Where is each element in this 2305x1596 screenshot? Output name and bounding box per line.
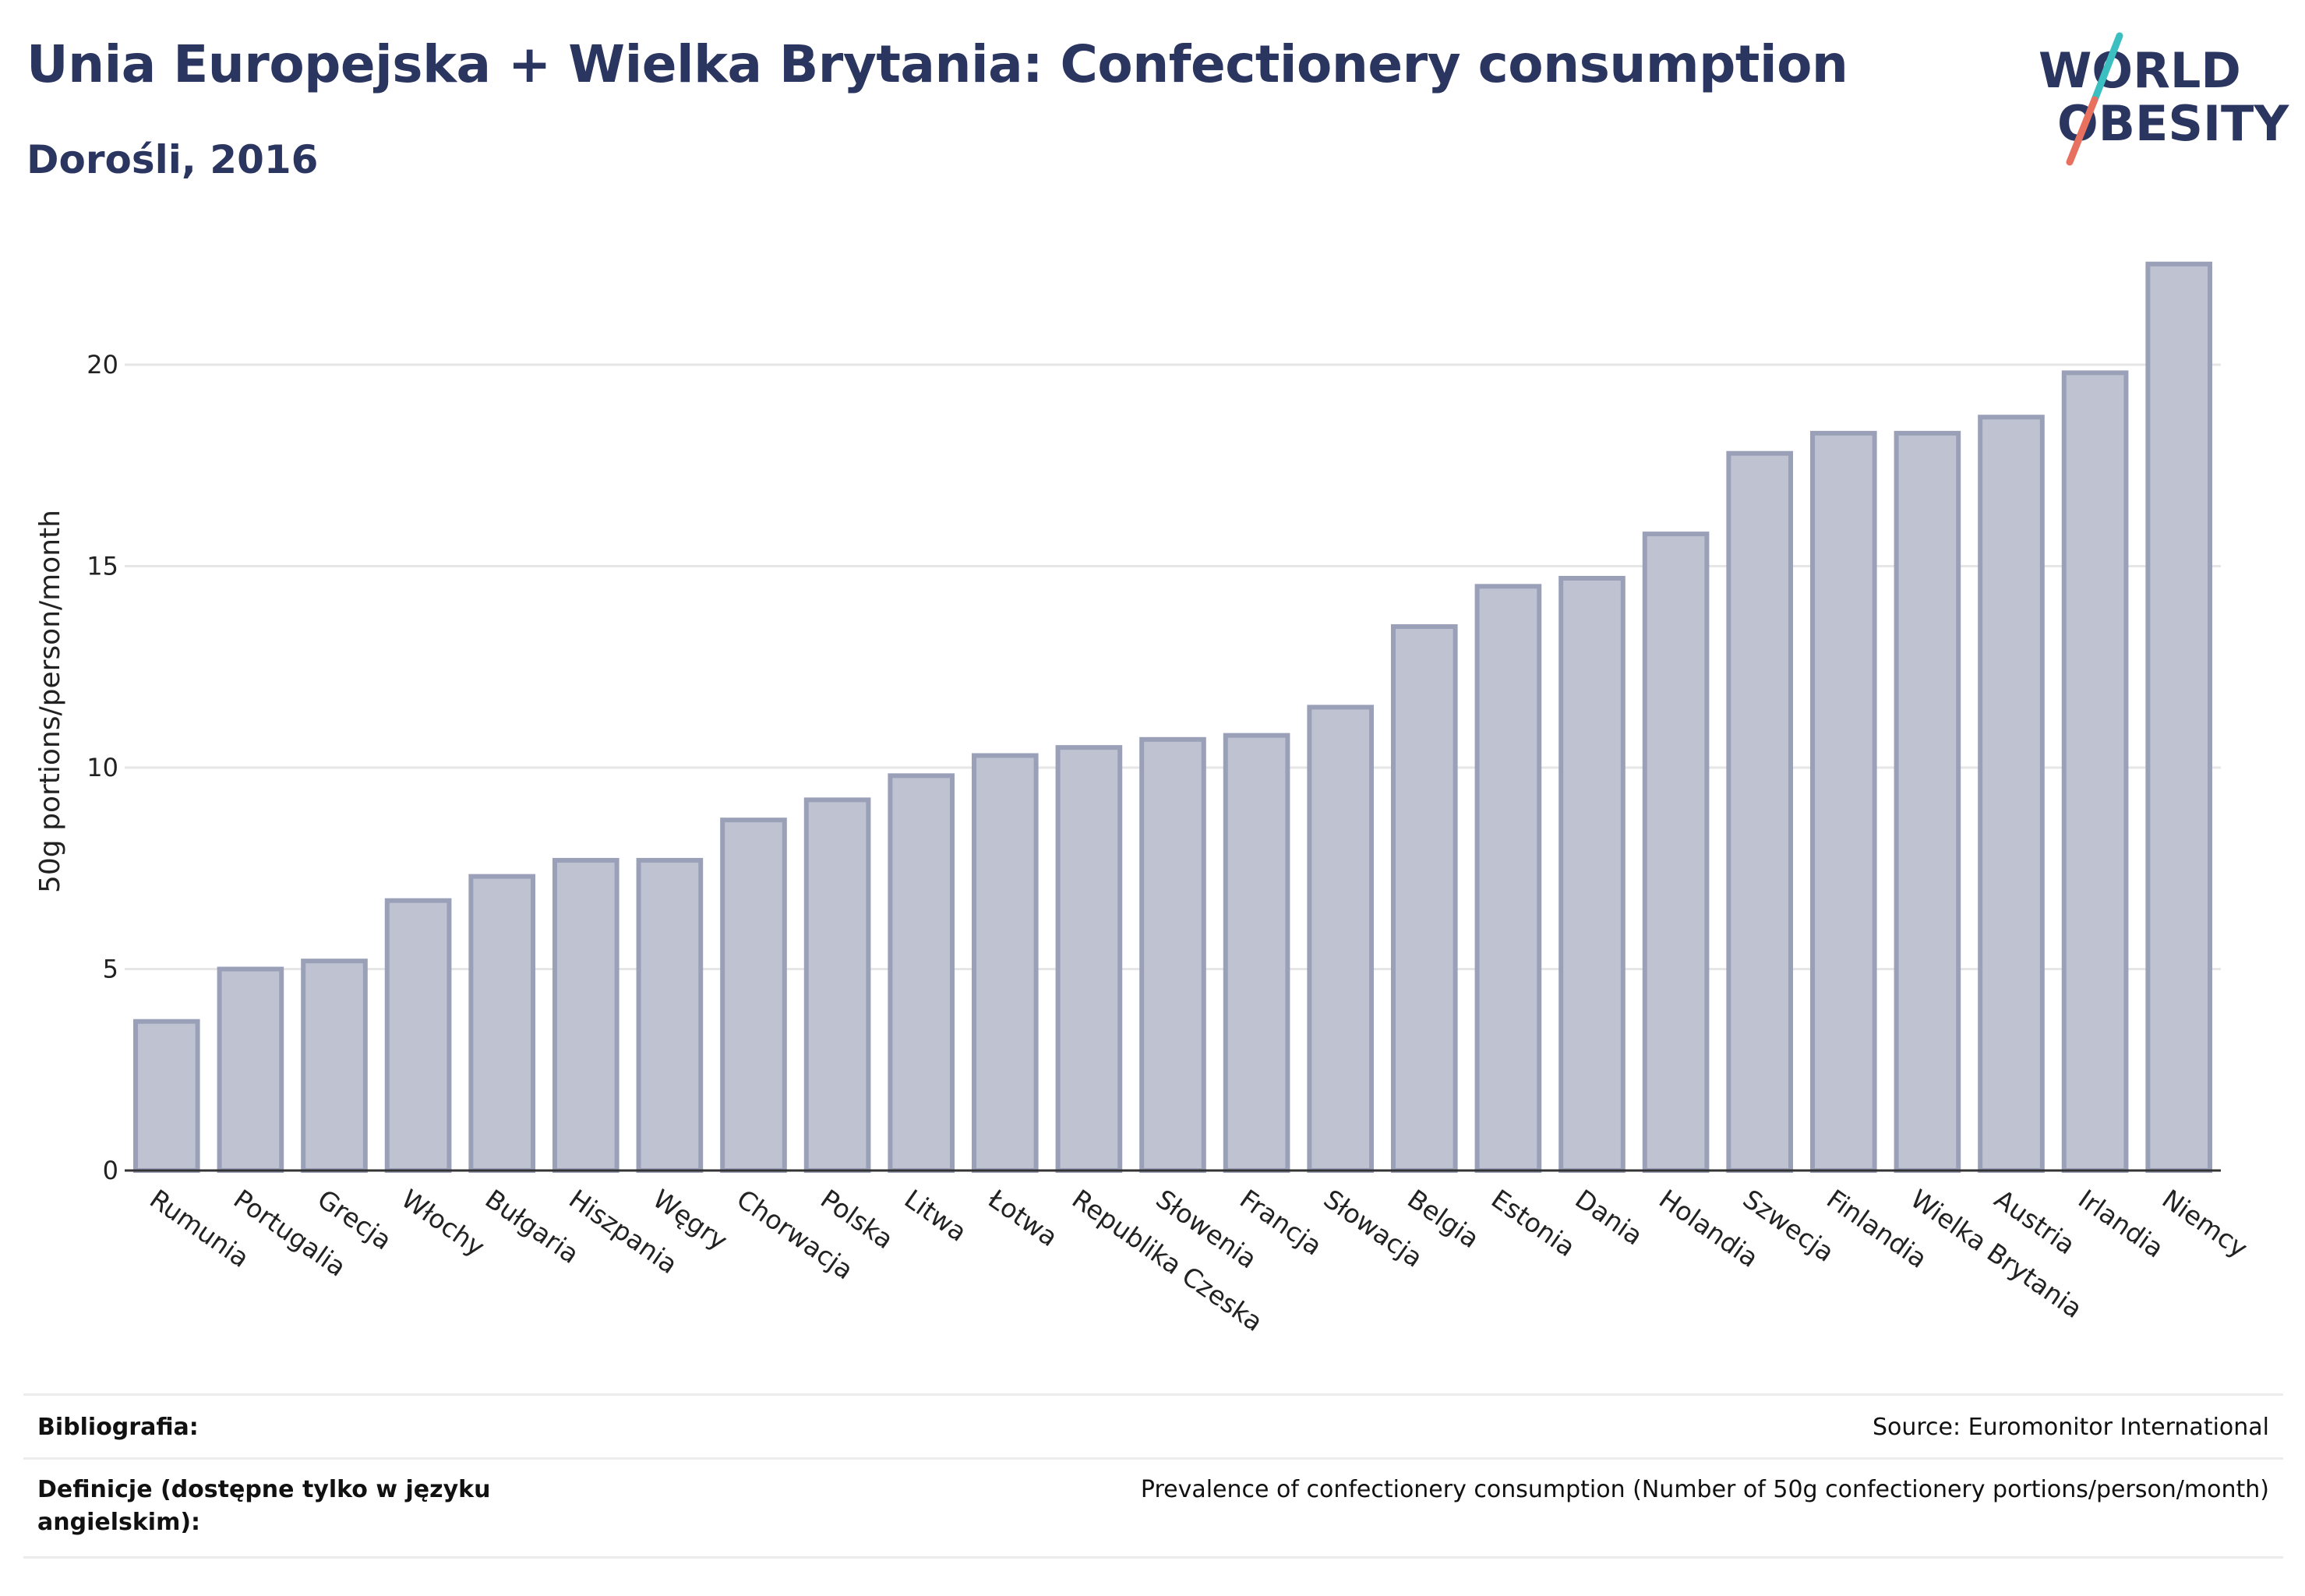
bar-Finlandia: [1809, 430, 1877, 1173]
chart-title: Unia Europejska + Wielka Brytania: Confe…: [26, 34, 1848, 94]
bar-Rumunia: [132, 1019, 200, 1173]
bar-Szwecja: [1726, 450, 1794, 1173]
logo-teal-stroke: [2091, 32, 2123, 104]
bar-Portugalia: [217, 966, 284, 1173]
bar-Holandia: [1642, 531, 1710, 1173]
y-tick-label-5: 5: [103, 955, 118, 984]
bar-chart: 0 5 10 15 20 RumuniaPortugaliaGrecjaWłochyBu…: [34, 261, 2254, 1337]
logo-line1: WORLD: [2038, 42, 2241, 99]
bar-Słowenia: [1139, 736, 1206, 1173]
y-tick-label-15: 15: [86, 552, 118, 581]
x-tick-labels: RumuniaPortugaliaGrecjaWłochyBułgariaHis…: [144, 1183, 2253, 1337]
x-tick-label-Dania: Dania: [1569, 1184, 1648, 1252]
bar-Belgia: [1390, 624, 1458, 1173]
bar-Węgry: [636, 857, 704, 1174]
bar-Wielka Brytania: [1894, 430, 1961, 1173]
y-tick-label-0: 0: [103, 1156, 118, 1185]
bar-Estonia: [1474, 584, 1542, 1173]
x-tick-label-Niemcy: Niemcy: [2157, 1184, 2254, 1264]
footer-definitions-row: Definicje (dostępne tylko w języku angie…: [23, 1457, 2283, 1559]
bar-Niemcy: [2145, 261, 2213, 1173]
bar-Dania: [1558, 576, 1626, 1173]
x-tick-label-Łotwa: Łotwa: [982, 1183, 1063, 1252]
logo-coral-stroke: [2066, 96, 2099, 166]
y-tick-label-20: 20: [86, 350, 118, 380]
definitions-label: Definicje (dostępne tylko w języku angie…: [37, 1476, 491, 1536]
x-tick-label-Litwa: Litwa: [899, 1184, 972, 1248]
bar-Irlandia: [2061, 370, 2129, 1173]
bar-Łotwa: [971, 753, 1039, 1173]
bar-Francja: [1223, 733, 1290, 1173]
y-axis-label: 50g portions/person/month: [34, 510, 66, 893]
chart-subtitle: Dorośli, 2016: [26, 137, 319, 182]
x-tick-label-Włochy: Włochy: [396, 1184, 490, 1262]
bar-Republika Czeska: [1055, 745, 1123, 1173]
bar-Włochy: [384, 898, 452, 1173]
footer-bibliography-row: Bibliografia: Source: Euromonitor Intern…: [23, 1393, 2283, 1460]
bibliography-label: Bibliografia:: [37, 1414, 199, 1441]
bar-Słowacja: [1307, 704, 1375, 1173]
definitions-value: Prevalence of confectionery consumption …: [1140, 1476, 2269, 1503]
bar-Hiszpania: [552, 857, 619, 1174]
bar-Austria: [1978, 415, 2045, 1173]
x-tick-label-Bułgaria: Bułgaria: [480, 1184, 585, 1270]
bar-Chorwacja: [720, 817, 787, 1173]
y-tick-labels: 0 5 10 15 20: [86, 350, 118, 1185]
x-tick-label-Estonia: Estonia: [1486, 1184, 1581, 1263]
bar-Polska: [803, 797, 871, 1173]
bibliography-value: Source: Euromonitor International: [1872, 1414, 2269, 1441]
world-obesity-logo: WORLD OBESITY: [2038, 32, 2289, 166]
bar-Bułgaria: [468, 874, 536, 1173]
y-tick-label-10: 10: [86, 753, 118, 782]
bar-Litwa: [888, 773, 955, 1174]
bar-Grecja: [301, 959, 368, 1174]
x-tick-label-Irlandia: Irlandia: [2073, 1184, 2169, 1264]
bars: [132, 261, 2213, 1174]
